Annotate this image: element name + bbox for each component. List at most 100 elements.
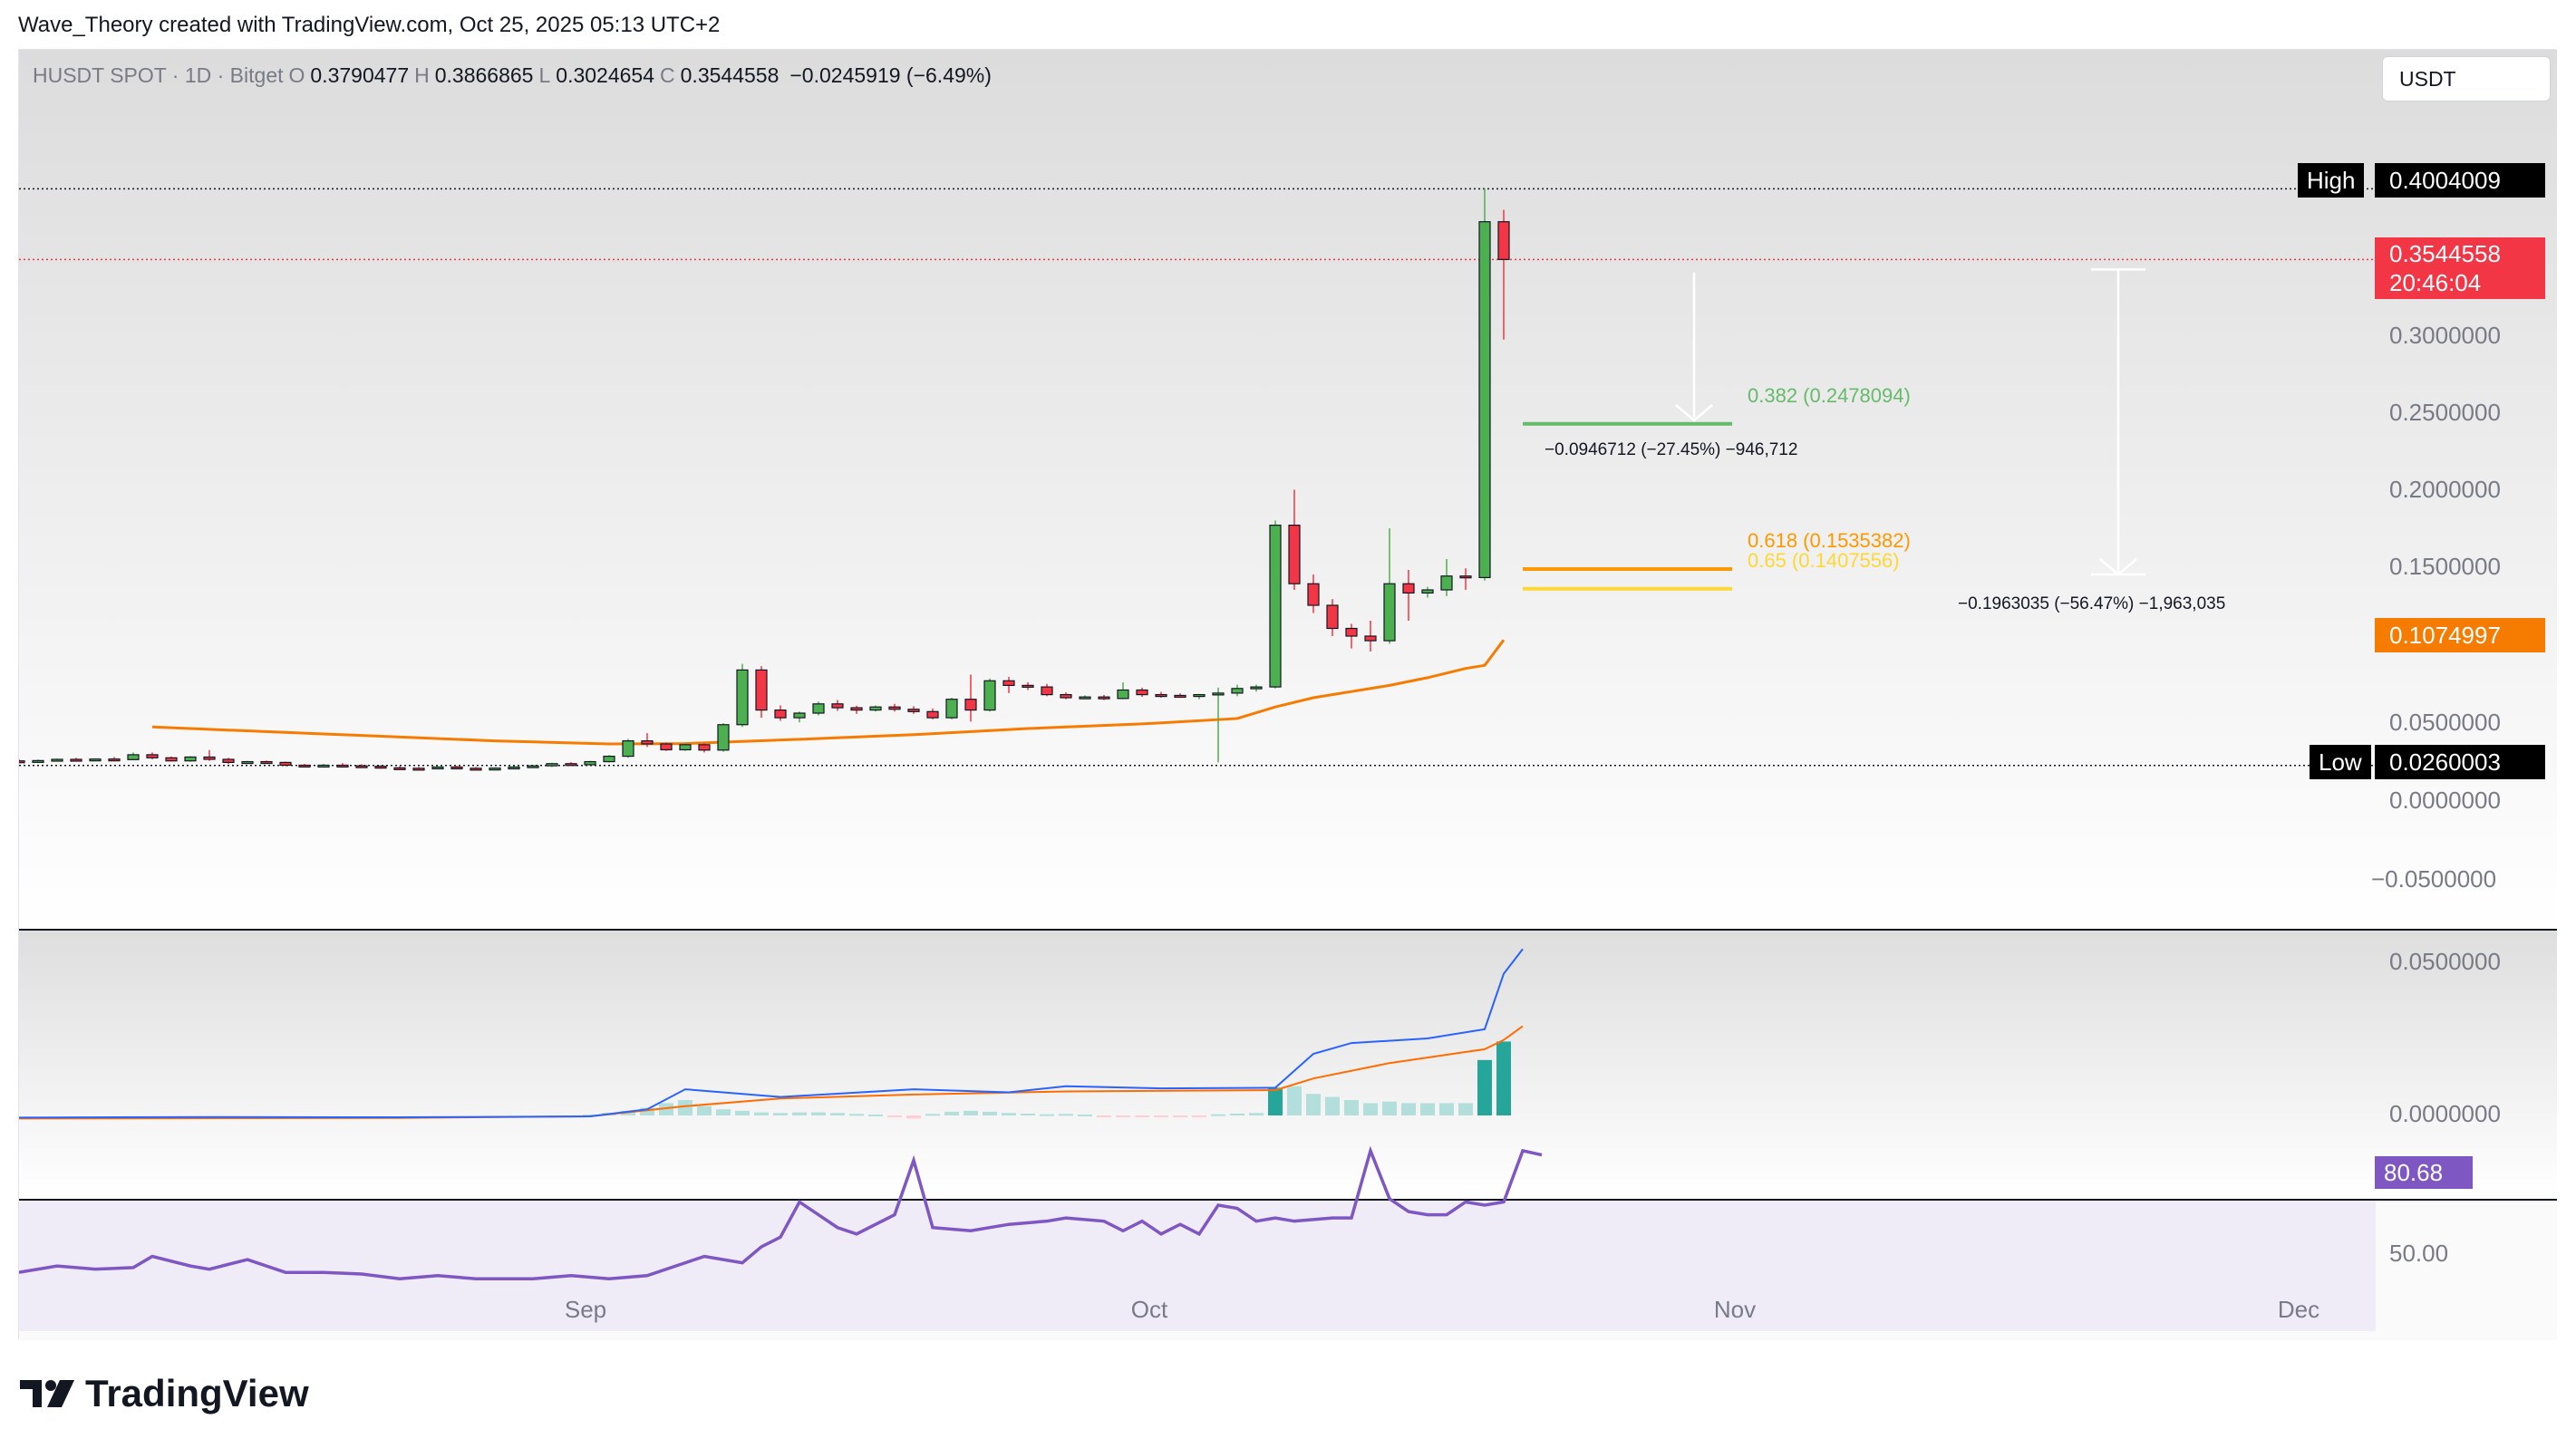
candle-body bbox=[641, 739, 654, 745]
high-label: H bbox=[414, 63, 430, 87]
fib-label-382: 0.382 (0.2478094) bbox=[1748, 384, 1911, 407]
candle-body bbox=[1002, 680, 1015, 686]
symbol-name[interactable]: HUSDT SPOT · 1D · Bitget bbox=[33, 63, 284, 87]
candle-body bbox=[698, 744, 711, 751]
candle-body bbox=[907, 709, 920, 712]
candle-body bbox=[1497, 221, 1510, 260]
candle-body bbox=[1402, 583, 1415, 594]
candle-body bbox=[565, 763, 577, 767]
candle-body bbox=[755, 669, 768, 711]
macd-histogram-bar bbox=[1059, 1114, 1073, 1116]
candle-body bbox=[222, 758, 235, 763]
fib-label-65: 0.65 (0.1407556) bbox=[1748, 549, 1900, 572]
last-price-value: 0.3544558 bbox=[2389, 240, 2501, 267]
price-tick: 0.0500000 bbox=[2389, 709, 2501, 736]
macd-tick: 0.0500000 bbox=[2389, 948, 2501, 975]
rsi-band bbox=[19, 1201, 2376, 1331]
candle-body bbox=[279, 761, 292, 767]
candle-body bbox=[660, 743, 673, 751]
candle-body bbox=[1060, 693, 1072, 699]
rsi-value-tag: 80.68 bbox=[2375, 1156, 2473, 1189]
macd-histogram-bar bbox=[830, 1113, 845, 1115]
candle-body bbox=[546, 763, 558, 767]
candle-body bbox=[1117, 689, 1129, 700]
macd-indicator bbox=[19, 948, 1524, 1120]
macd-tick: 0.0000000 bbox=[2389, 1100, 2501, 1127]
candle-body bbox=[774, 709, 787, 719]
candle-body bbox=[32, 759, 44, 763]
ma-price-tag: 0.1074997 bbox=[2375, 618, 2545, 652]
change-value: −0.0245919 (−6.49%) bbox=[789, 63, 992, 87]
macd-histogram-bar bbox=[1268, 1087, 1283, 1115]
close-value: 0.3544558 bbox=[680, 63, 780, 87]
reference-lines bbox=[19, 188, 2376, 767]
high-marker-label: High bbox=[2298, 163, 2365, 198]
candle-body bbox=[1288, 524, 1301, 584]
rsi-line bbox=[19, 1145, 1543, 1281]
moving-average bbox=[151, 639, 1506, 746]
candle-body bbox=[1041, 686, 1053, 696]
macd-histogram-bar bbox=[1154, 1115, 1168, 1117]
macd-line bbox=[19, 948, 1524, 1119]
macd-histogram-bar bbox=[906, 1115, 921, 1119]
macd-pane-bg bbox=[19, 931, 2557, 1199]
candle-body bbox=[89, 758, 102, 762]
candle-body bbox=[527, 765, 539, 768]
candle-body bbox=[622, 739, 634, 758]
macd-histogram-bar bbox=[792, 1112, 807, 1115]
macd-histogram-bar bbox=[1496, 1041, 1511, 1115]
macd-histogram-bar bbox=[1344, 1100, 1359, 1115]
low-value: 0.3024654 bbox=[556, 63, 655, 87]
macd-histogram-bar bbox=[1439, 1103, 1454, 1115]
candle-body bbox=[983, 680, 996, 711]
macd-histogram-bar bbox=[735, 1110, 750, 1115]
time-tick: Nov bbox=[1713, 1296, 1757, 1323]
candle-body bbox=[51, 758, 63, 762]
chart-attribution: Wave_Theory created with TradingView.com… bbox=[18, 13, 721, 37]
macd-histogram-bar bbox=[1002, 1113, 1016, 1115]
candle-body bbox=[1212, 692, 1225, 696]
currency-selector[interactable]: USDT bbox=[2382, 56, 2551, 101]
macd-histogram-bar bbox=[964, 1110, 978, 1115]
time-tick: Sep bbox=[564, 1296, 607, 1323]
price-tick: 0.0000000 bbox=[2389, 787, 2501, 814]
measure-label-long: −0.1963035 (−56.47%) −1,963,035 bbox=[1958, 594, 2226, 613]
macd-histogram-bar bbox=[925, 1114, 940, 1116]
tradingview-logo-text: TradingView bbox=[85, 1372, 309, 1414]
macd-histogram-bar bbox=[1097, 1115, 1111, 1117]
chart-canvas[interactable] bbox=[19, 50, 2557, 1340]
candle-body bbox=[850, 707, 863, 711]
macd-histogram-bar bbox=[811, 1112, 826, 1115]
candle-body bbox=[70, 758, 82, 762]
measure-arrows bbox=[1675, 268, 2145, 576]
candle-body bbox=[736, 669, 749, 726]
measure-label-short: −0.0946712 (−27.45%) −946,712 bbox=[1545, 440, 1798, 459]
macd-histogram-bar bbox=[1306, 1094, 1321, 1115]
candle-body bbox=[127, 754, 140, 760]
candle-body bbox=[1098, 696, 1110, 700]
time-tick: Oct bbox=[1130, 1296, 1168, 1323]
macd-histogram-bar bbox=[1211, 1114, 1225, 1116]
macd-histogram-bar bbox=[983, 1111, 997, 1115]
time-tick: Dec bbox=[2277, 1296, 2320, 1323]
candle-body bbox=[926, 710, 939, 719]
open-value: 0.3790477 bbox=[310, 63, 410, 87]
open-label: O bbox=[288, 63, 305, 87]
candle-body bbox=[1022, 684, 1034, 689]
candle-body bbox=[1079, 696, 1091, 700]
tradingview-logo[interactable]: TradingView bbox=[18, 1372, 309, 1415]
macd-histogram-bar bbox=[1116, 1115, 1130, 1117]
symbol-legend[interactable]: HUSDT SPOT · 1D · Bitget O 0.3790477 H 0.3… bbox=[33, 63, 992, 88]
candle-body bbox=[1269, 524, 1282, 688]
candle-body bbox=[470, 767, 482, 771]
macd-histogram-bar bbox=[659, 1103, 673, 1115]
macd-histogram-bar bbox=[1420, 1103, 1435, 1115]
macd-histogram-bar bbox=[716, 1109, 731, 1115]
candle-body bbox=[184, 756, 197, 762]
macd-histogram-bar bbox=[868, 1114, 883, 1116]
candle-body bbox=[1364, 635, 1377, 642]
candle-body bbox=[412, 767, 425, 771]
candle-body bbox=[508, 766, 520, 770]
macd-histogram-bar bbox=[1230, 1113, 1244, 1115]
macd-histogram-bar bbox=[1173, 1115, 1187, 1117]
